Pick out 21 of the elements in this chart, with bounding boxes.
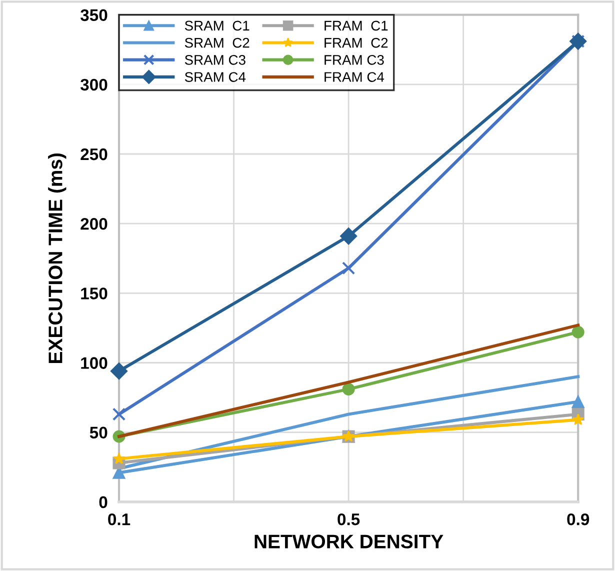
- y-tick-label: 100: [81, 357, 108, 369]
- y-tick-label: 300: [80, 78, 108, 91]
- x-tick-label: 0.9: [567, 513, 590, 526]
- legend-label: SRAM C4: [184, 72, 246, 82]
- legend-label: FRAM C4: [324, 72, 384, 82]
- legend-label: SRAM C3: [184, 54, 246, 65]
- x-axis-title: NETWORK DENSITY: [254, 534, 444, 548]
- legend-label: FRAM C1: [324, 20, 388, 31]
- y-tick-label: 0: [99, 496, 108, 508]
- y-tick-label: 50: [90, 426, 108, 439]
- y-tick-label: 350: [80, 9, 108, 22]
- y-tick-label: 250: [80, 148, 108, 160]
- legend-label: FRAM C2: [324, 38, 388, 48]
- legend-label: FRAM C3: [324, 54, 384, 65]
- y-tick-label: 200: [80, 218, 108, 230]
- x-tick-label: 0.5: [338, 513, 360, 526]
- x-tick-label: 0.1: [108, 513, 130, 526]
- y-axis-title: EXECUTION TIME (ms): [48, 153, 66, 363]
- legend-label: SRAM C1: [184, 20, 250, 31]
- y-tick-label: 150: [81, 288, 108, 300]
- legend-label: SRAM C2: [184, 38, 250, 48]
